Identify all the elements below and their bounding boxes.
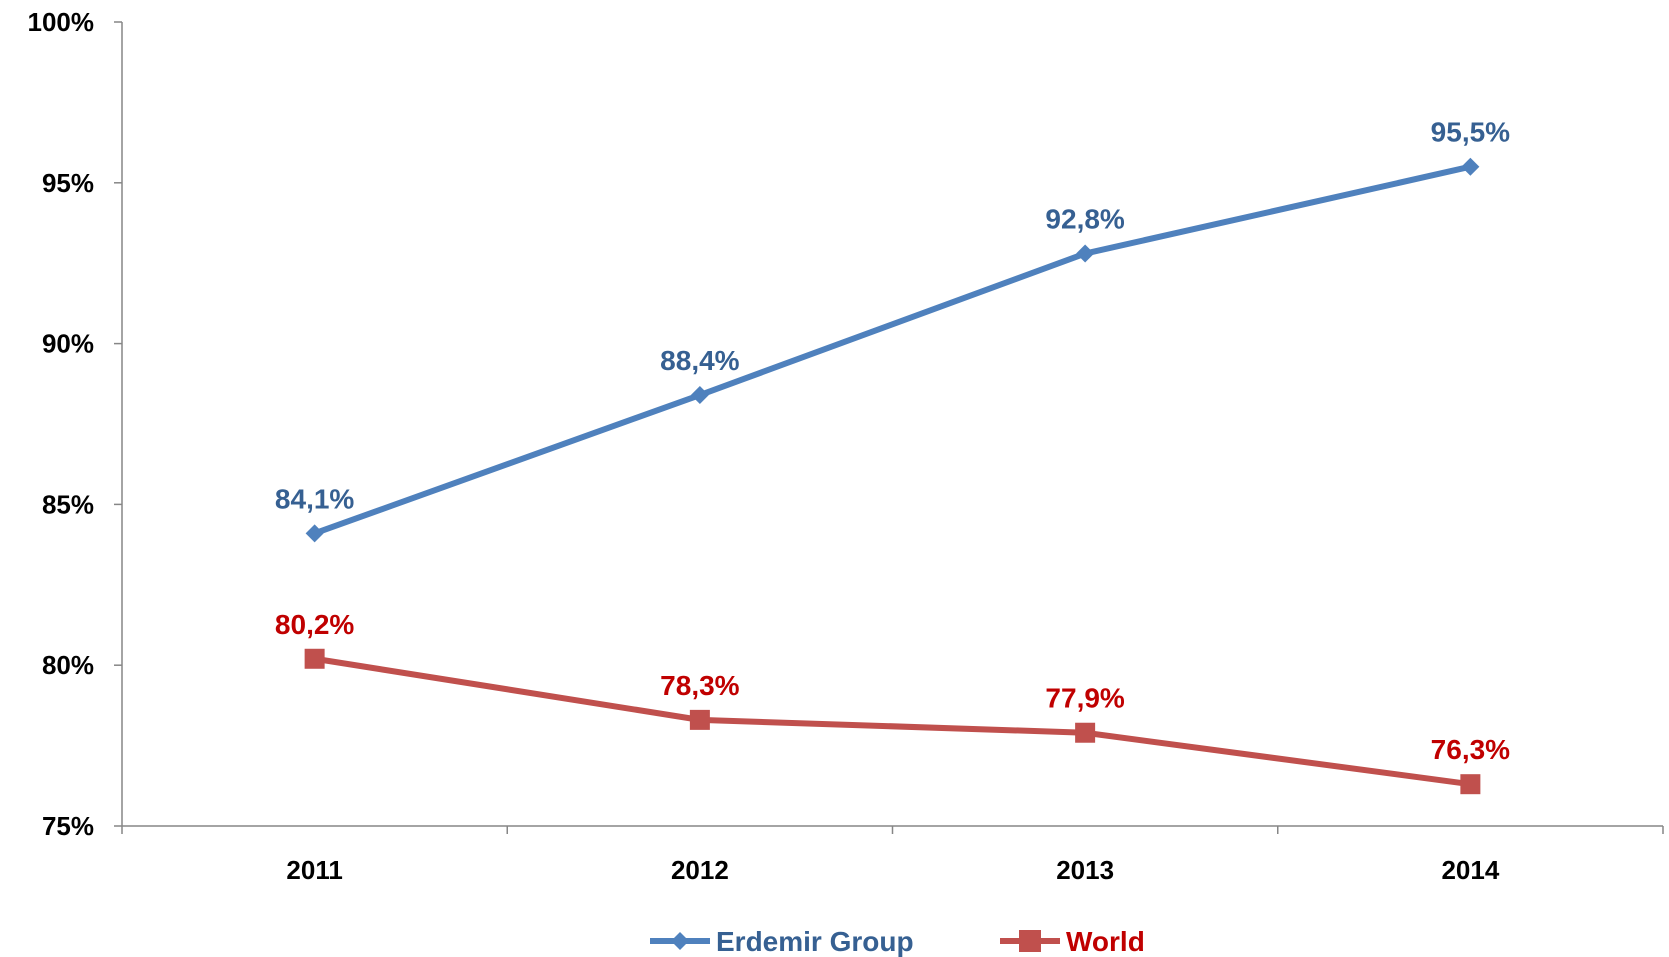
y-tick-label: 75% (42, 811, 94, 841)
data-point-erdemir-group (1076, 244, 1095, 263)
y-tick-label: 85% (42, 489, 94, 519)
x-tick-label: 2013 (1056, 855, 1114, 885)
data-point-world (689, 709, 710, 730)
x-tick-label: 2014 (1441, 855, 1499, 885)
legend-marker-world (1019, 930, 1041, 952)
data-label-erdemir-group: 88,4% (660, 345, 739, 376)
data-point-world (1075, 722, 1096, 743)
y-tick-label: 100% (28, 7, 95, 37)
series-layer (304, 157, 1481, 795)
series-line-erdemir-group (313, 163, 1472, 537)
y-tick-label: 80% (42, 650, 94, 680)
legend-item-erdemir-group: Erdemir Group (650, 926, 914, 957)
y-tick-label: 90% (42, 329, 94, 359)
data-point-world (304, 648, 325, 669)
data-labels: 84,1% 88,4% 92,8% 95,5% 80,2% 78,3% 77,9% 76,3% (275, 117, 1510, 765)
x-tick-label: 2011 (286, 855, 342, 885)
data-label-erdemir-group: 95,5% (1431, 117, 1510, 148)
data-label-erdemir-group: 92,8% (1045, 204, 1124, 235)
legend-label-world: World (1066, 926, 1145, 957)
x-tick-label: 2012 (671, 855, 729, 885)
data-label-world: 78,3% (660, 670, 739, 701)
data-label-world: 77,9% (1045, 683, 1124, 714)
data-point-erdemir-group (1461, 157, 1480, 176)
legend-item-world: World (1000, 926, 1145, 957)
data-point-erdemir-group (305, 524, 324, 543)
x-axis-ticks: 2011 2012 2013 2014 (121, 826, 1664, 885)
legend-label-erdemir-group: Erdemir Group (716, 926, 914, 957)
data-point-world (1460, 774, 1481, 795)
y-tick-label: 95% (42, 168, 94, 198)
data-label-world: 80,2% (275, 609, 354, 640)
data-label-erdemir-group: 84,1% (275, 483, 354, 514)
data-label-world: 76,3% (1431, 734, 1510, 765)
legend-marker-erdemir-group (671, 932, 689, 950)
series-line-world (314, 655, 1471, 788)
y-axis-ticks: 75% 80% 85% 90% 95% 100% (28, 7, 122, 841)
legend: Erdemir Group World (650, 926, 1145, 957)
data-point-erdemir-group (690, 386, 709, 405)
